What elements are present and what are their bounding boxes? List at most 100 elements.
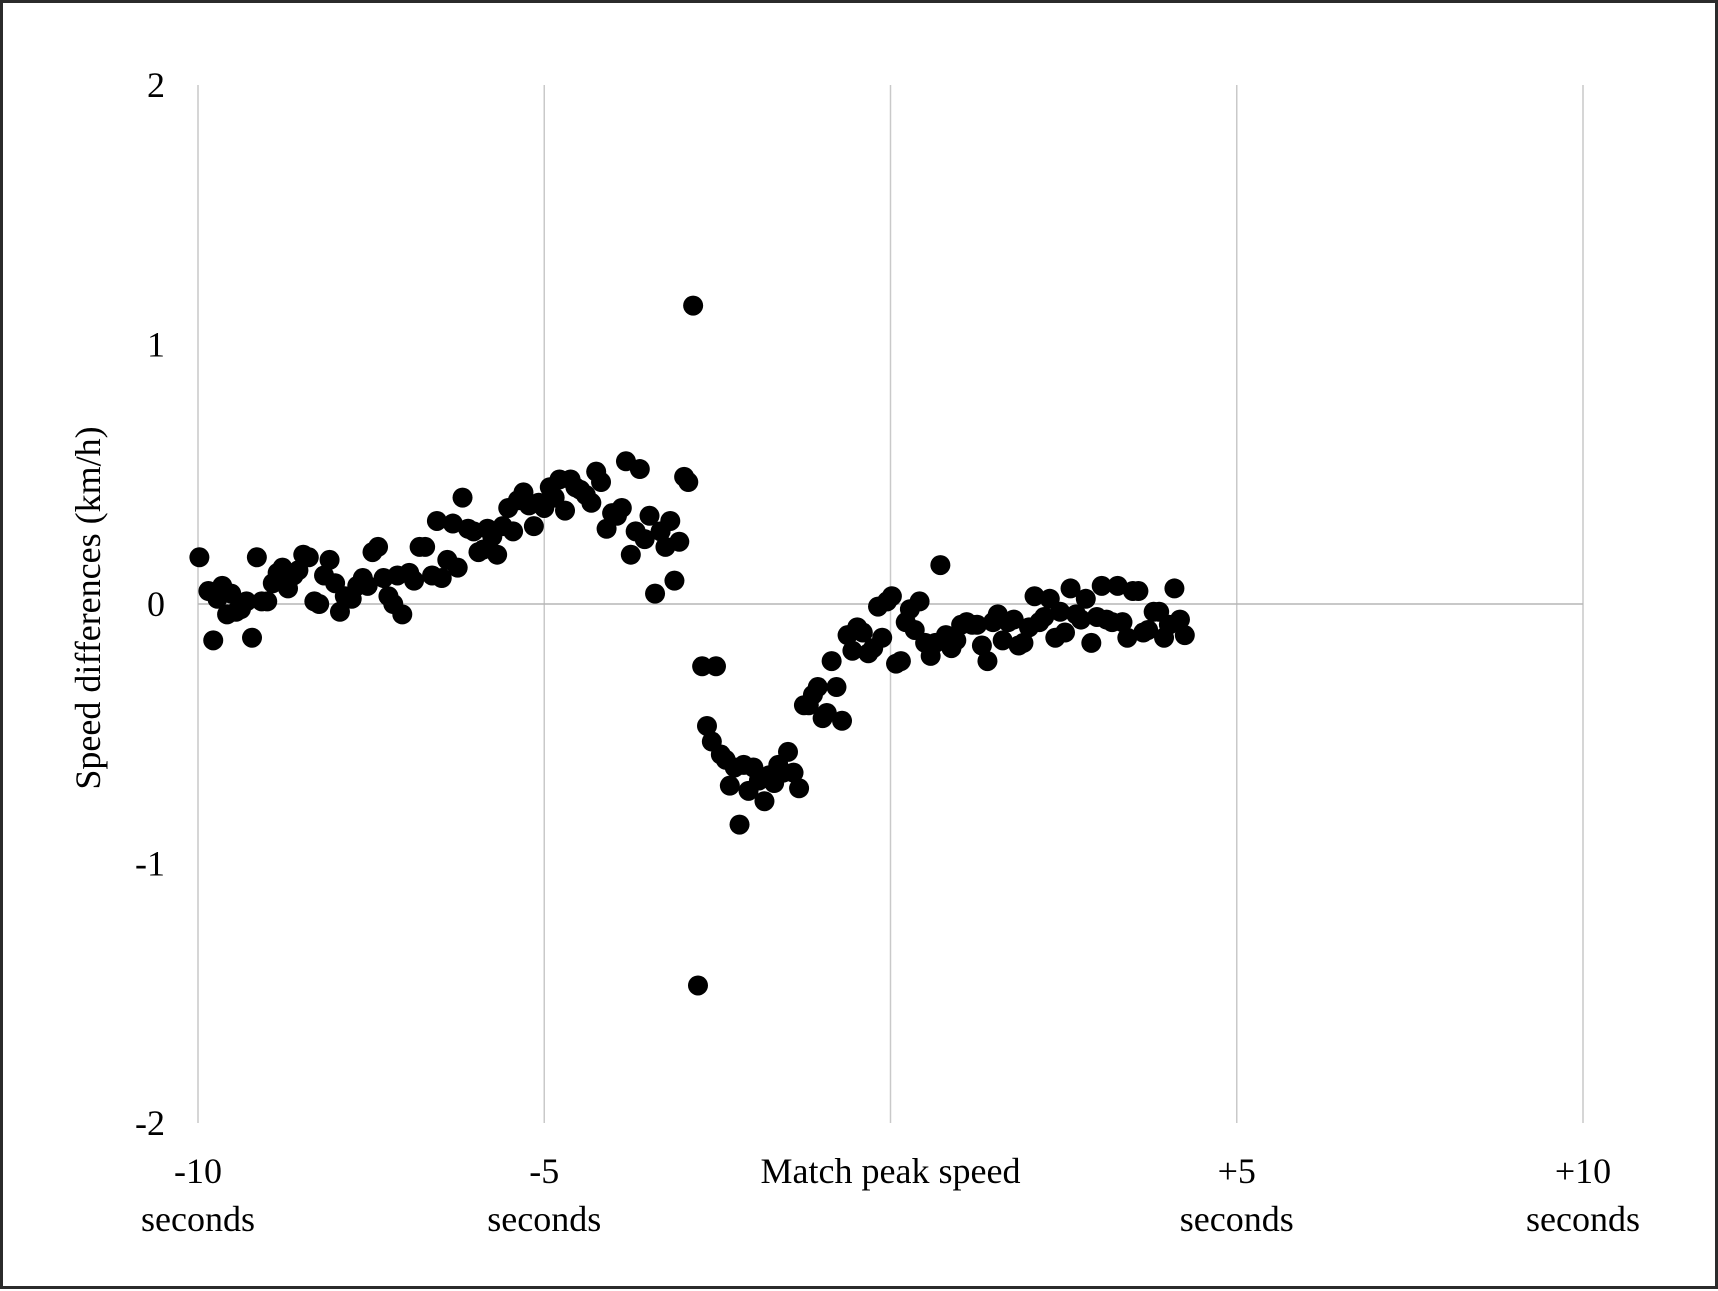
axis-labels: 2 1 0 -1 -2-10 seconds -5 seconds Match peak spe… [135, 65, 1640, 1239]
data-point [329, 601, 350, 622]
data-point [1024, 586, 1045, 607]
data-point [977, 651, 998, 672]
data-point [930, 555, 951, 576]
data-point [452, 487, 473, 508]
data-point [634, 529, 655, 550]
data-points [189, 295, 1195, 996]
x-tick-label: -10 [174, 1151, 222, 1191]
data-point [1107, 575, 1128, 596]
y-tick-label: 2 [147, 65, 165, 105]
data-point [1050, 601, 1071, 622]
data-point [357, 575, 378, 596]
data-point [487, 544, 508, 565]
data-point [719, 775, 740, 796]
x-tick-label: seconds [487, 1199, 601, 1239]
data-point [298, 547, 319, 568]
data-point [426, 510, 447, 531]
data-point [971, 635, 992, 656]
data-point [729, 814, 750, 835]
data-point [1013, 632, 1034, 653]
y-tick-label: 1 [147, 325, 165, 365]
data-point [816, 702, 837, 723]
data-point [221, 583, 242, 604]
data-point [203, 630, 224, 651]
data-point [669, 531, 690, 552]
data-point [242, 627, 263, 648]
data-point [1075, 588, 1096, 609]
data-point [807, 677, 828, 698]
data-point [992, 630, 1013, 651]
data-point [1081, 632, 1102, 653]
y-axis-title: Speed differences (km/h) [68, 426, 108, 789]
data-point [1060, 578, 1081, 599]
data-point [678, 472, 699, 493]
data-point [629, 459, 650, 480]
data-point [778, 741, 799, 762]
data-point [789, 778, 810, 799]
data-point [687, 975, 708, 996]
x-tick-label: Match peak speed [761, 1151, 1021, 1191]
data-point [832, 710, 853, 731]
data-point [1055, 622, 1076, 643]
data-point [645, 583, 666, 604]
data-point [1169, 609, 1190, 630]
x-tick-label: seconds [141, 1199, 255, 1239]
data-point [909, 591, 930, 612]
data-point [368, 536, 389, 557]
data-point [890, 651, 911, 672]
data-point [967, 614, 988, 635]
data-point [692, 656, 713, 677]
data-point [842, 640, 863, 661]
data-point [1034, 606, 1055, 627]
data-point [431, 568, 452, 589]
data-point [664, 570, 685, 591]
data-point [660, 510, 681, 531]
data-point [404, 570, 425, 591]
data-point [826, 677, 847, 698]
data-point [705, 656, 726, 677]
data-point [1091, 575, 1112, 596]
data-point [1164, 578, 1185, 599]
data-point [946, 630, 967, 651]
data-point [319, 549, 340, 570]
data-point [415, 536, 436, 557]
x-tick-label: seconds [1526, 1199, 1640, 1239]
data-point [555, 500, 576, 521]
scatter-chart: 2 1 0 -1 -2-10 seconds -5 seconds Match peak spe… [68, 65, 1640, 1239]
data-point [620, 544, 641, 565]
data-point [392, 604, 413, 625]
data-point [852, 622, 873, 643]
data-point [683, 295, 704, 316]
data-point [696, 715, 717, 736]
data-point [872, 627, 893, 648]
data-point [591, 472, 612, 493]
data-point [1174, 625, 1195, 646]
data-point [246, 547, 267, 568]
data-point [447, 557, 468, 578]
data-point [1128, 581, 1149, 602]
data-point [523, 516, 544, 537]
data-point [236, 591, 257, 612]
data-point [783, 762, 804, 783]
data-point [639, 505, 660, 526]
x-tick-label: +5 [1218, 1151, 1256, 1191]
data-point [1117, 627, 1138, 648]
data-point [821, 651, 842, 672]
data-point [442, 513, 463, 534]
y-tick-label: -1 [135, 844, 165, 884]
data-point [503, 521, 524, 542]
data-point [611, 497, 632, 518]
data-point [754, 791, 775, 812]
data-point [257, 591, 278, 612]
data-point [1003, 609, 1024, 630]
y-tick-label: -2 [135, 1103, 165, 1143]
data-point [189, 547, 210, 568]
x-tick-label: -5 [529, 1151, 559, 1191]
x-tick-label: seconds [1180, 1199, 1294, 1239]
data-point [1138, 619, 1159, 640]
y-tick-label: 0 [147, 584, 165, 624]
data-point [881, 586, 902, 607]
x-tick-label: +10 [1555, 1151, 1611, 1191]
data-point [581, 492, 602, 513]
